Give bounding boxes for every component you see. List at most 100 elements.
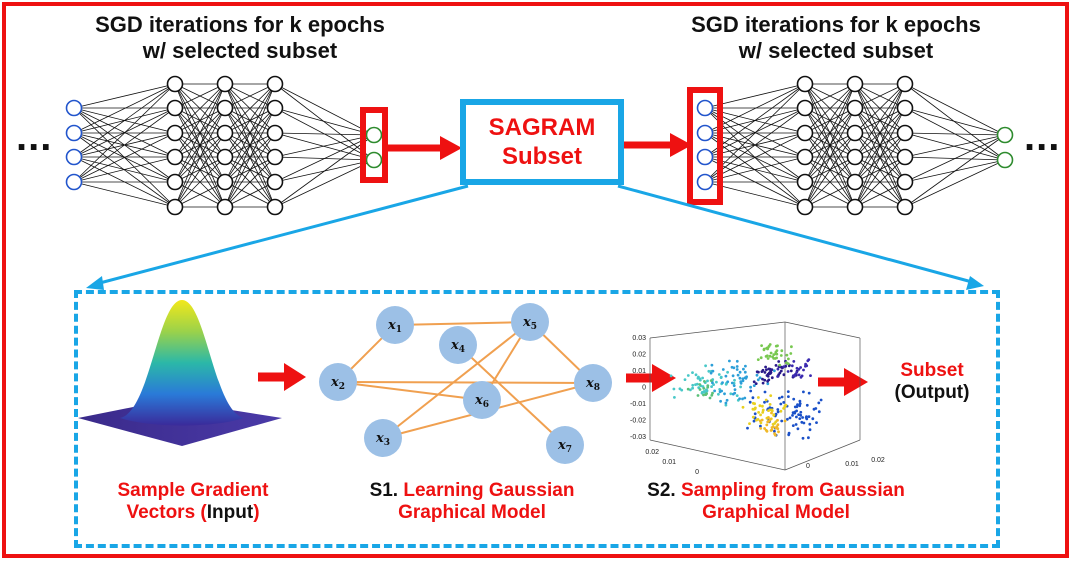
input-neuron [65,173,83,191]
hidden-neuron [266,75,284,93]
hidden-neuron [216,198,234,216]
output-caption-line2: (Output) [894,382,970,404]
hidden-neuron [896,148,914,166]
right-ellipsis: ... [1024,115,1061,159]
output-neuron [365,126,383,144]
right-sgd-title-line2: w/ selected subset [738,37,934,63]
input-neuron [696,173,714,191]
input-caption-line1: Sample Gradient [117,480,269,501]
hidden-neuron [796,124,814,142]
hidden-neuron [896,75,914,93]
input-caption-line2: Vectors (Input) [86,502,300,524]
gaussian-surface-plot [78,300,282,446]
s2-caption-line1: S2. Sampling from Gaussian [628,480,924,502]
scatter-cluster [709,359,776,405]
output-neuron [996,126,1014,144]
hidden-neuron [216,173,234,191]
hidden-neuron [266,99,284,117]
sagram-box-line1: SAGRAM [488,114,596,141]
z-tick-label: -0.03 [630,434,646,441]
hidden-neuron [796,99,814,117]
x-tick-label: 0.02 [645,449,659,456]
output-neuron [365,151,383,169]
hidden-neuron [796,198,814,216]
z-tick-label: -0.02 [630,418,646,425]
hidden-neuron [166,124,184,142]
arrow-s2-to-output [818,368,868,396]
graph-edge [457,344,566,446]
hidden-neuron [846,124,864,142]
graph-node [463,381,501,419]
graph-edge [337,381,594,384]
z-tick-label: -0.01 [630,401,646,408]
hidden-neuron [846,173,864,191]
right-sgd-title: SGD iterations for k epochs w/ selected … [636,12,1036,64]
hidden-neuron [216,99,234,117]
left-sgd-title: SGD iterations for k epochs w/ selected … [40,12,440,64]
left-subset-highlight [360,107,388,183]
network-edges [73,83,375,208]
output-caption-line1: Subset [900,360,964,381]
s1-tag: S1. [369,480,399,501]
s1-title: Learning Gaussian [403,480,575,501]
output-neuron [996,151,1014,169]
s2-tag: S2. [647,480,676,501]
graph-edge [337,381,483,401]
left-sgd-title-line2: w/ selected subset [142,37,338,63]
hidden-neuron [896,124,914,142]
sagram-subset-box: SAGRAM Subset [460,99,624,185]
left-sgd-title-line1: SGD iterations for k epochs [95,12,385,37]
input-neuron [65,148,83,166]
output-caption: Subset (Output) [870,360,994,405]
scatter-cluster [686,379,714,400]
s1-caption: S1. Learning Gaussian Graphical Model [340,480,604,525]
graph-node [439,326,477,364]
input-caption-input-word: Input [206,502,254,524]
input-caption-prefix: Vectors ( [126,502,207,524]
outer-frame [2,2,1069,558]
left-neural-network [65,75,383,216]
scatter-cluster [746,389,823,440]
graph-node [319,363,357,401]
hidden-neuron [216,75,234,93]
y-tick-label: 0.02 [871,457,885,464]
hidden-neuron [846,75,864,93]
input-caption: Sample Gradient Vectors (Input) [86,480,300,525]
hidden-neuron [216,148,234,166]
graph-node [574,364,612,402]
s2-caption: S2. Sampling from Gaussian Graphical Mod… [628,480,924,525]
hidden-neuron [166,173,184,191]
hidden-neuron [846,99,864,117]
hidden-neuron [266,124,284,142]
sagram-detail-box [74,290,1000,548]
hidden-neuron [266,173,284,191]
arrow-from-sagram [624,133,692,157]
hidden-neuron [896,198,914,216]
input-neuron [696,124,714,142]
expand-arrow-right [617,184,984,290]
z-tick-label: 0.02 [632,352,646,359]
s1-caption-line2: Graphical Model [398,502,546,524]
s2-title: Sampling from Gaussian [680,480,905,501]
z-tick-label: 0.01 [632,368,646,375]
right-neural-network [696,75,1014,216]
x-tick-label: 0 [695,469,699,476]
scatter-cluster [741,394,788,426]
hidden-neuron [216,124,234,142]
hidden-neuron [896,99,914,117]
hidden-neuron [796,173,814,191]
graph-node [511,303,549,341]
expand-arrow-left [86,184,469,290]
sagram-box-line2: Subset [501,142,582,170]
arrow-input-to-s1 [258,363,306,391]
left-ellipsis: ... [16,115,53,159]
scatter-cluster [758,411,787,437]
hidden-neuron [166,148,184,166]
hidden-neuron [166,198,184,216]
hidden-neuron [796,75,814,93]
hidden-neuron [266,198,284,216]
input-neuron [696,99,714,117]
